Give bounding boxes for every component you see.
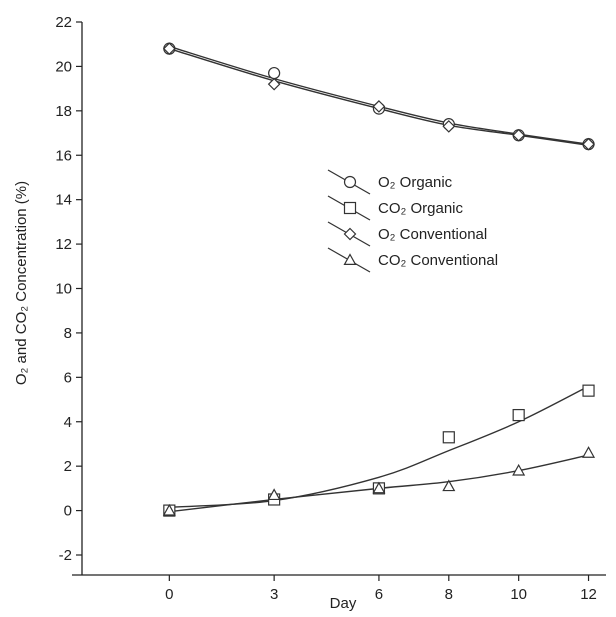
o2-conventional-point — [267, 77, 281, 91]
x-tick-label: 6 — [375, 586, 383, 603]
co2-organic-point — [582, 384, 595, 397]
co2-organic-point — [512, 408, 525, 422]
co2-conventional-point — [442, 479, 456, 492]
o2-conventional-point — [442, 120, 456, 133]
y-tick-label: 12 — [55, 236, 72, 253]
legend-label: O₂ Conventional — [378, 226, 487, 243]
y-tick-label: 16 — [55, 147, 72, 164]
legend: O₂ Organic CO₂ Organic O₂ Conventional CO₂ … — [327, 169, 498, 273]
y-tick-label: 4 — [64, 414, 72, 431]
y-tick-label: 8 — [64, 325, 72, 342]
legend-marker — [343, 201, 357, 215]
o2-conventional-point — [162, 42, 176, 55]
legend-marker — [343, 175, 357, 189]
axes — [72, 22, 606, 576]
y-tick-label: 0 — [64, 503, 72, 520]
y-tick-label: 14 — [55, 192, 72, 209]
y-axis-title: O₂ and CO₂ Concentration (%) — [13, 181, 30, 385]
co2-organic-point — [442, 431, 455, 444]
o2-organic-point — [268, 66, 281, 80]
x-tick-label: 3 — [270, 586, 278, 603]
o2-conventional-fit-line — [169, 47, 589, 146]
co2-conventional-point — [582, 446, 596, 458]
x-tick-label: 12 — [580, 586, 597, 603]
o2-conventional-point — [512, 128, 526, 142]
legend-marker — [343, 253, 357, 265]
x-axis-title: Day — [330, 595, 357, 612]
y-tick-label: 18 — [55, 103, 72, 120]
legend-label: O₂ Organic — [378, 174, 453, 191]
o2-organic-fit-line — [169, 45, 589, 145]
fit-curves — [169, 45, 589, 513]
y-tick-label: 20 — [55, 58, 72, 75]
y-tick-label: 2 — [64, 458, 72, 475]
ticks: -2 0 2 4 6 8 10 12 14 16 18 20 22 0 3 6 8 10 12 — [55, 14, 597, 603]
o2-conventional-point — [582, 137, 595, 151]
x-tick-label: 8 — [445, 586, 453, 603]
legend-label: CO₂ Organic — [378, 200, 464, 217]
co2-conventional-point — [162, 503, 176, 516]
y-tick-label: -2 — [59, 547, 72, 564]
x-tick-label: 10 — [510, 586, 527, 603]
x-tick-label: 0 — [165, 586, 173, 603]
y-tick-label: 6 — [64, 369, 72, 386]
co2-conventional-point — [512, 463, 526, 476]
legend-label: CO₂ Conventional — [378, 252, 498, 269]
legend-marker — [343, 227, 357, 241]
y-tick-label: 10 — [55, 281, 72, 298]
co2-conventional-point — [372, 481, 386, 494]
data-points — [162, 42, 596, 517]
y-tick-label: 22 — [55, 14, 72, 31]
o2-conventional-point — [372, 100, 386, 113]
co2-conventional-point — [267, 488, 281, 501]
